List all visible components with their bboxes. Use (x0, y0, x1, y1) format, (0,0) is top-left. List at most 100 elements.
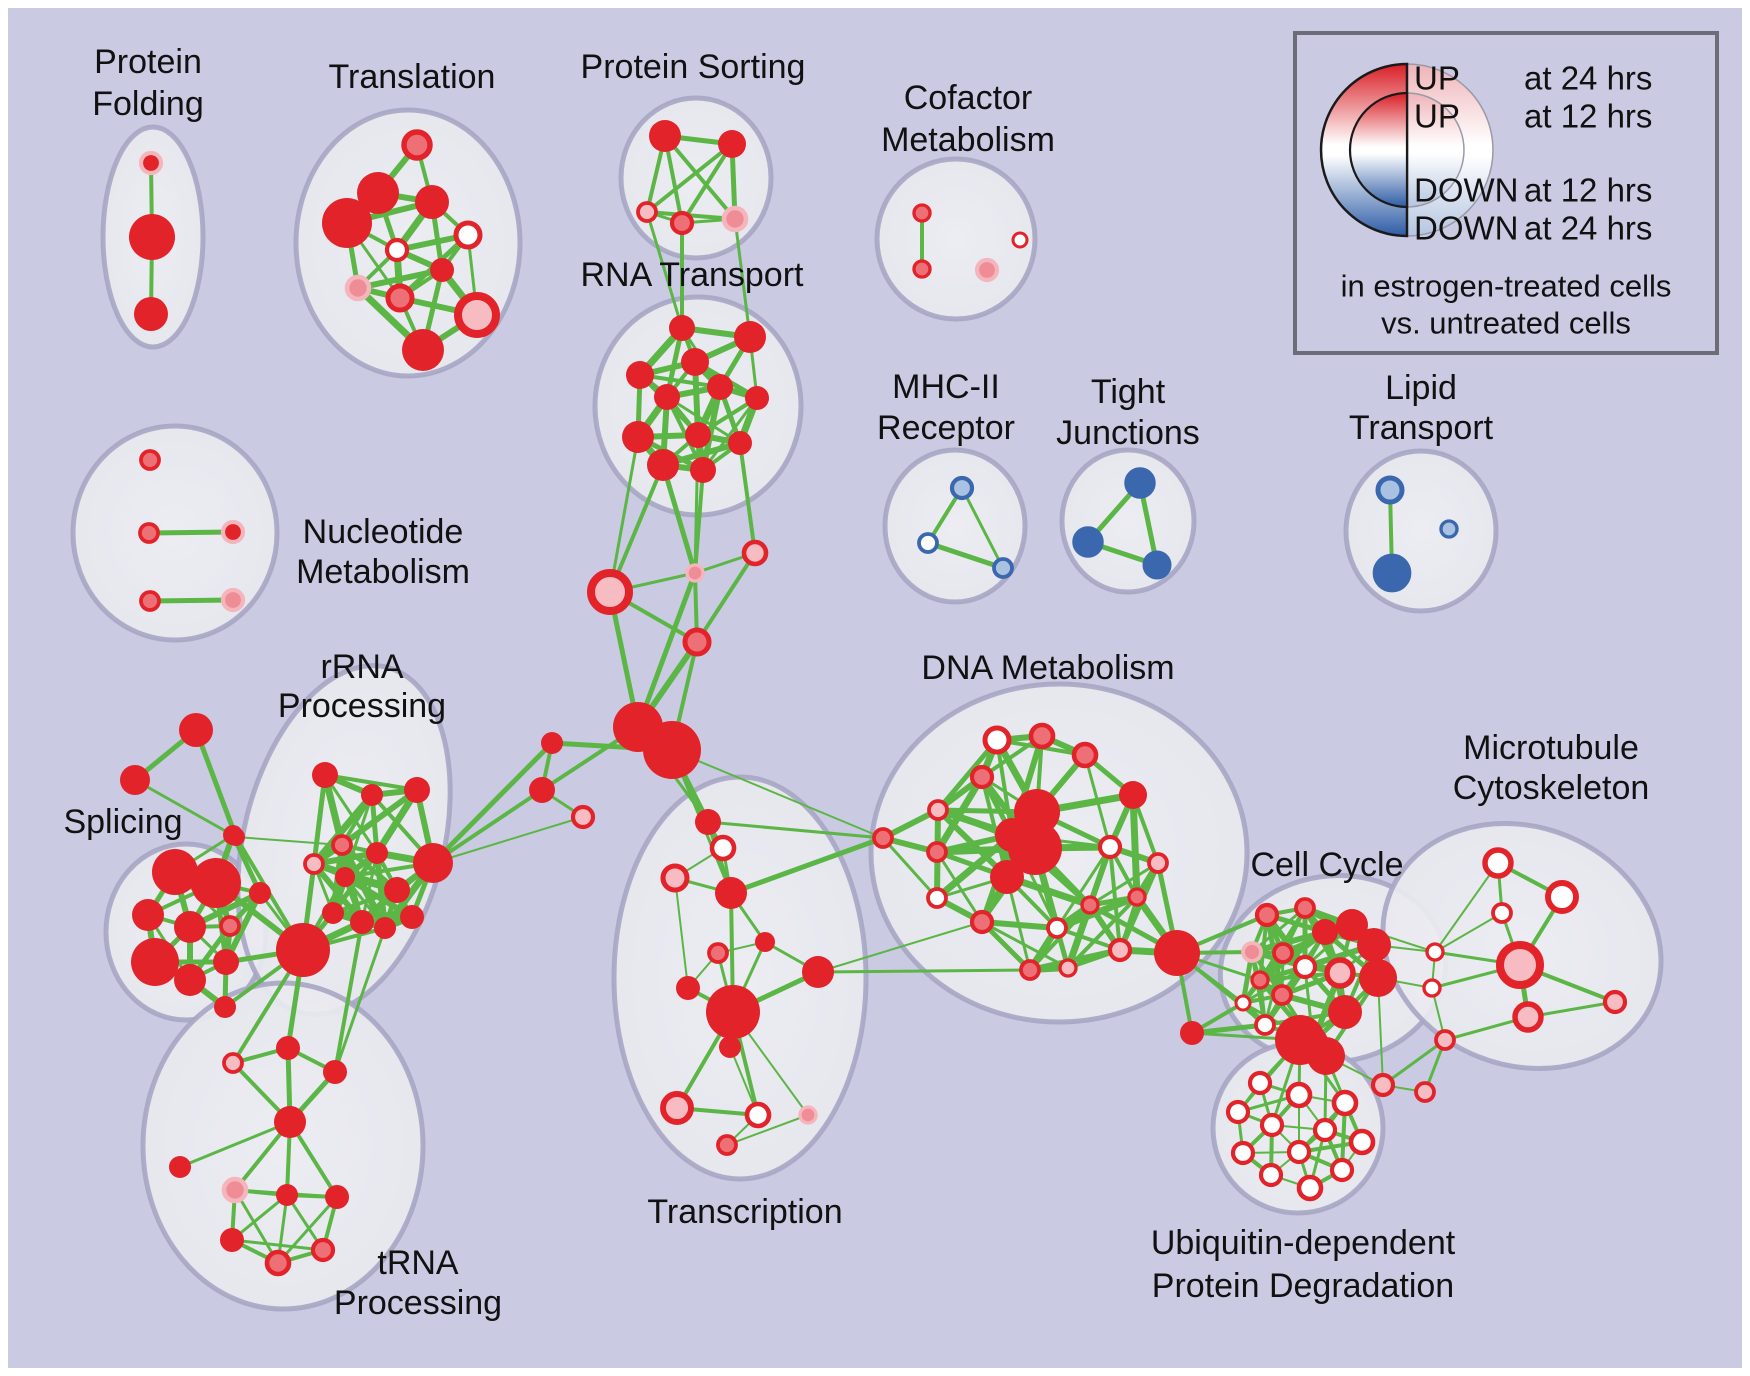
node-ub-8 (1286, 1139, 1312, 1165)
nodes-layer (120, 120, 1628, 1277)
legend-time-label: at 12 hrs (1524, 172, 1652, 209)
node-dm-9 (1008, 821, 1062, 875)
edge (925, 540, 1006, 571)
node-cc-2 (1312, 919, 1338, 945)
node-tx-9 (719, 1036, 741, 1058)
node-cc-0 (1254, 902, 1280, 928)
node-dm-6 (926, 841, 948, 863)
node-nm-4 (220, 587, 246, 613)
edge (1434, 862, 1499, 953)
node-mhc-0 (949, 475, 975, 501)
edge (680, 142, 734, 225)
node-cc-7 (1292, 954, 1318, 980)
node-tp-8 (220, 1228, 244, 1252)
node-tx-1 (709, 834, 737, 862)
node-tx-11 (744, 1101, 772, 1129)
node-dm-16 (969, 909, 995, 935)
node-nm-2 (220, 519, 246, 545)
node-nm-0 (139, 449, 161, 471)
node-mt-2 (1491, 902, 1513, 924)
node-tx-5 (707, 942, 729, 964)
edge (1129, 791, 1141, 901)
node-rr-13 (276, 923, 330, 977)
node-tp-1 (276, 1036, 300, 1060)
node-rr-6 (335, 867, 355, 887)
edge (980, 920, 1070, 970)
node-mt-5 (1422, 978, 1442, 998)
node-tx-7 (802, 956, 834, 988)
node-mt-10 (1414, 1081, 1436, 1103)
node-rt-8 (685, 422, 711, 448)
edge (333, 926, 387, 1074)
edge (960, 486, 1005, 570)
node-ub-0 (1247, 1070, 1273, 1096)
cluster-label-mt: Microtubule (1463, 729, 1639, 767)
node-dm-11 (1119, 781, 1147, 809)
node-tp-0 (222, 1052, 244, 1074)
node-rt-10 (647, 449, 679, 481)
edge (695, 551, 757, 644)
node-link-10 (120, 765, 150, 795)
node-tp-7 (325, 1185, 349, 1209)
edge (674, 877, 689, 989)
node-tp-10 (264, 1249, 292, 1277)
node-mt-8 (1434, 1029, 1456, 1051)
node-ub-10 (1258, 1162, 1284, 1188)
edge (816, 968, 1032, 974)
node-cc-6 (1272, 942, 1294, 964)
node-rt-11 (690, 457, 716, 483)
node-pf-2 (134, 297, 168, 331)
node-ps-2 (636, 201, 658, 223)
legend-time-label: at 24 hrs (1524, 210, 1652, 247)
legend-direction-label: UP (1414, 98, 1460, 135)
node-spl-10 (249, 882, 271, 904)
edge (1055, 845, 1112, 930)
edge (645, 210, 684, 330)
node-dm-12 (1097, 834, 1123, 860)
edge (979, 919, 1060, 931)
node-dm-2 (1071, 741, 1099, 769)
node-cc-4 (1357, 928, 1391, 962)
edge (1250, 906, 1307, 954)
node-cm-3 (1011, 231, 1029, 249)
node-nm-1 (138, 522, 160, 544)
node-mhc-2 (992, 557, 1014, 579)
edge (935, 850, 984, 924)
edge (728, 835, 886, 896)
node-spl-0 (152, 849, 198, 895)
node-lt-0 (1375, 475, 1405, 505)
legend-time-label: at 24 hrs (1524, 60, 1652, 97)
node-dm-21 (1058, 958, 1078, 978)
node-spl-3 (174, 911, 206, 943)
node-link-0 (685, 563, 705, 583)
node-link-1 (741, 539, 769, 567)
edge (635, 570, 698, 730)
edge (935, 737, 1000, 813)
edge (235, 836, 343, 846)
node-mt-6 (1602, 989, 1628, 1015)
node-mt-1 (1545, 880, 1579, 914)
cluster-label-nm: Metabolism (296, 553, 470, 591)
node-rt-4 (654, 384, 680, 410)
cluster-label-dm: DNA Metabolism (921, 649, 1174, 687)
node-rt-5 (707, 374, 733, 400)
node-cc-16 (1180, 1021, 1204, 1045)
node-rr-12 (400, 905, 424, 929)
node-ps-3 (669, 210, 695, 236)
node-spl-6 (174, 964, 206, 996)
node-tx-12 (798, 1105, 818, 1125)
cluster-ellipse-tj (1059, 447, 1197, 595)
edge (355, 267, 445, 291)
node-ps-0 (649, 120, 681, 152)
node-ub-3 (1225, 1099, 1251, 1125)
node-tr-6 (430, 258, 454, 282)
node-tr-9 (454, 292, 500, 338)
cluster-label-rr: rRNA (320, 648, 403, 686)
edge (432, 816, 584, 864)
node-mt-4 (1425, 942, 1445, 962)
node-rt-0 (669, 315, 695, 341)
node-spl-9 (214, 996, 236, 1018)
node-tx-4 (755, 932, 775, 952)
edge (323, 773, 419, 792)
